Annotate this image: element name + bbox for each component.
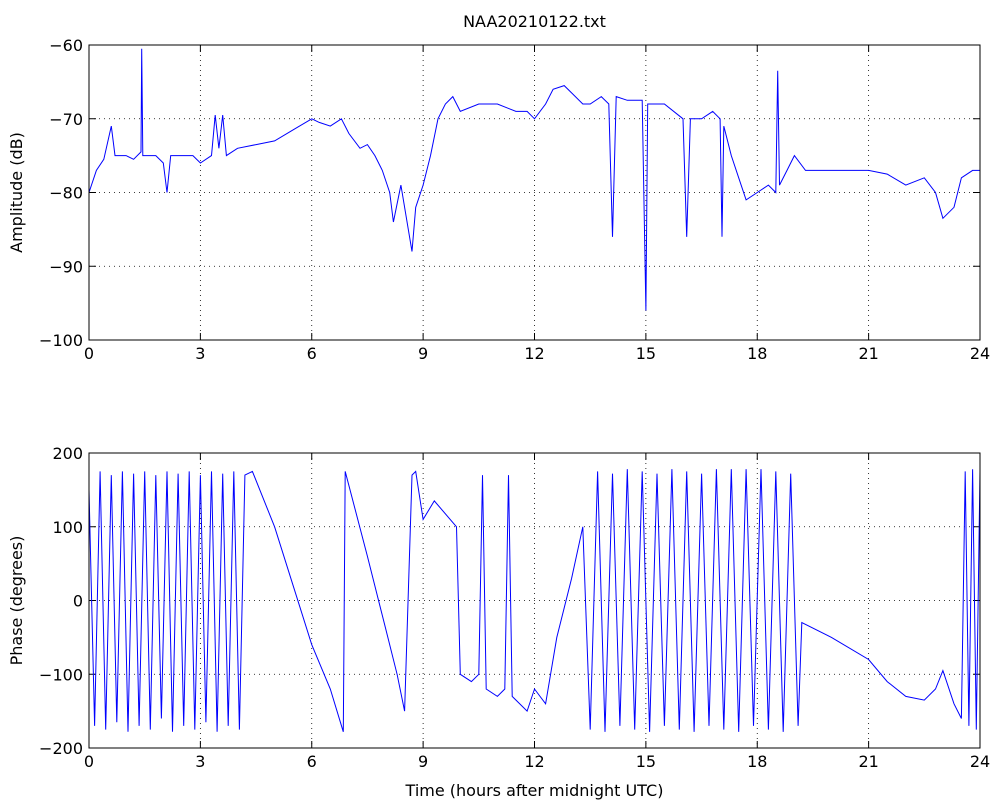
y-tick-label: −70 [49,110,83,129]
y-tick-label: 0 [73,592,83,611]
y-tick-label: −100 [39,665,83,684]
y-axis-label: Phase (degrees) [7,536,26,666]
y-tick-label: −100 [39,331,83,350]
y-tick-label: −60 [49,36,83,55]
data-line [88,469,981,732]
x-tick-label: 9 [418,344,428,363]
y-tick-label: 100 [52,518,83,537]
y-tick-label: −90 [49,257,83,276]
x-tick-label: 15 [636,344,656,363]
x-tick-label: 21 [858,344,878,363]
data-line [88,48,980,311]
x-tick-label: 18 [747,752,767,771]
x-axis-label: Time (hours after midnight UTC) [405,781,664,800]
x-tick-label: 24 [970,344,990,363]
x-tick-label: 0 [84,752,94,771]
x-tick-label: 24 [970,752,990,771]
x-tick-label: 3 [195,752,205,771]
axes-frame [88,452,981,749]
x-tick-label: 6 [307,752,317,771]
x-tick-label: 15 [636,752,656,771]
x-tick-label: 6 [307,344,317,363]
y-tick-label: 200 [52,444,83,463]
chart-title: NAA20210122.txt [463,12,606,31]
x-tick-label: 12 [524,344,544,363]
x-tick-label: 9 [418,752,428,771]
x-tick-label: 3 [195,344,205,363]
x-tick-label: 12 [524,752,544,771]
axes-frame [88,44,981,341]
x-tick-label: 18 [747,344,767,363]
x-tick-label: 21 [858,752,878,771]
x-tick-label: 0 [84,344,94,363]
y-tick-label: −80 [49,184,83,203]
y-tick-label: −200 [39,739,83,758]
y-axis-label: Amplitude (dB) [7,132,26,253]
